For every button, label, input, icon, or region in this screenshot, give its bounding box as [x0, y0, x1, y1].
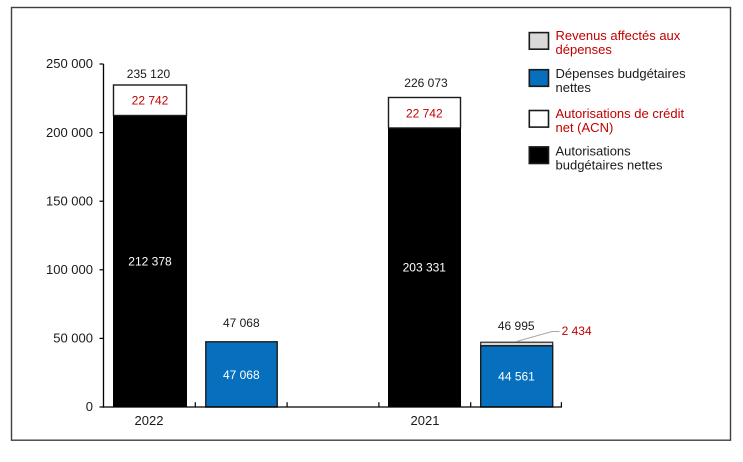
svg-text:50 000: 50 000: [53, 331, 93, 346]
svg-text:100 000: 100 000: [46, 262, 93, 277]
svg-text:2 434: 2 434: [562, 324, 592, 338]
svg-text:Autorisations de crédit: Autorisations de crédit: [556, 106, 685, 121]
svg-text:203 331: 203 331: [403, 261, 447, 275]
svg-text:Dépenses budgétaires: Dépenses budgétaires: [556, 66, 687, 81]
svg-text:44 561: 44 561: [498, 370, 535, 384]
svg-text:47 068: 47 068: [223, 368, 260, 382]
svg-text:net (ACN): net (ACN): [556, 120, 614, 135]
svg-text:dépenses: dépenses: [556, 42, 613, 57]
svg-text:47 068: 47 068: [223, 316, 260, 330]
svg-text:200 000: 200 000: [46, 125, 93, 140]
svg-text:Autorisations: Autorisations: [556, 144, 632, 159]
svg-text:2021: 2021: [411, 413, 440, 428]
svg-text:46 995: 46 995: [498, 319, 535, 333]
svg-text:22 742: 22 742: [132, 94, 169, 108]
svg-text:212 378: 212 378: [128, 255, 172, 269]
svg-text:nettes: nettes: [556, 80, 592, 95]
svg-text:250 000: 250 000: [46, 56, 93, 71]
svg-text:2022: 2022: [135, 413, 164, 428]
svg-text:Revenus affectés aux: Revenus affectés aux: [556, 28, 681, 43]
svg-text:235 120: 235 120: [127, 67, 171, 81]
svg-text:budgétaires nettes: budgétaires nettes: [556, 158, 663, 173]
svg-text:150 000: 150 000: [46, 193, 93, 208]
svg-text:226 073: 226 073: [404, 76, 448, 90]
svg-text:0: 0: [86, 399, 93, 414]
svg-text:22 742: 22 742: [406, 106, 443, 120]
